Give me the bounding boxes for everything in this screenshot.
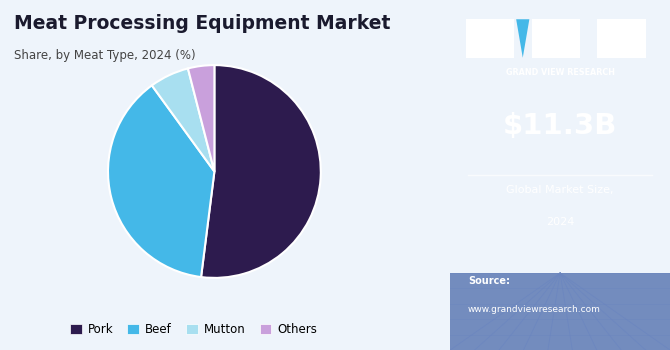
Legend: Pork, Beef, Mutton, Others: Pork, Beef, Mutton, Others [65, 318, 322, 341]
Text: www.grandviewresearch.com: www.grandviewresearch.com [468, 304, 601, 314]
FancyBboxPatch shape [450, 273, 670, 350]
FancyBboxPatch shape [466, 19, 514, 58]
Text: GRAND VIEW RESEARCH: GRAND VIEW RESEARCH [506, 68, 614, 77]
FancyBboxPatch shape [531, 19, 580, 58]
Text: Share, by Meat Type, 2024 (%): Share, by Meat Type, 2024 (%) [13, 49, 195, 62]
Wedge shape [188, 65, 214, 172]
Wedge shape [201, 65, 321, 278]
Text: Meat Processing Equipment Market: Meat Processing Equipment Market [13, 14, 390, 33]
Polygon shape [516, 19, 529, 58]
Text: 2024: 2024 [546, 217, 574, 227]
Text: Source:: Source: [468, 276, 510, 287]
Text: Global Market Size,: Global Market Size, [507, 186, 614, 196]
FancyBboxPatch shape [598, 19, 646, 58]
Text: $11.3B: $11.3B [503, 112, 617, 140]
Wedge shape [152, 69, 214, 172]
Wedge shape [108, 85, 214, 277]
